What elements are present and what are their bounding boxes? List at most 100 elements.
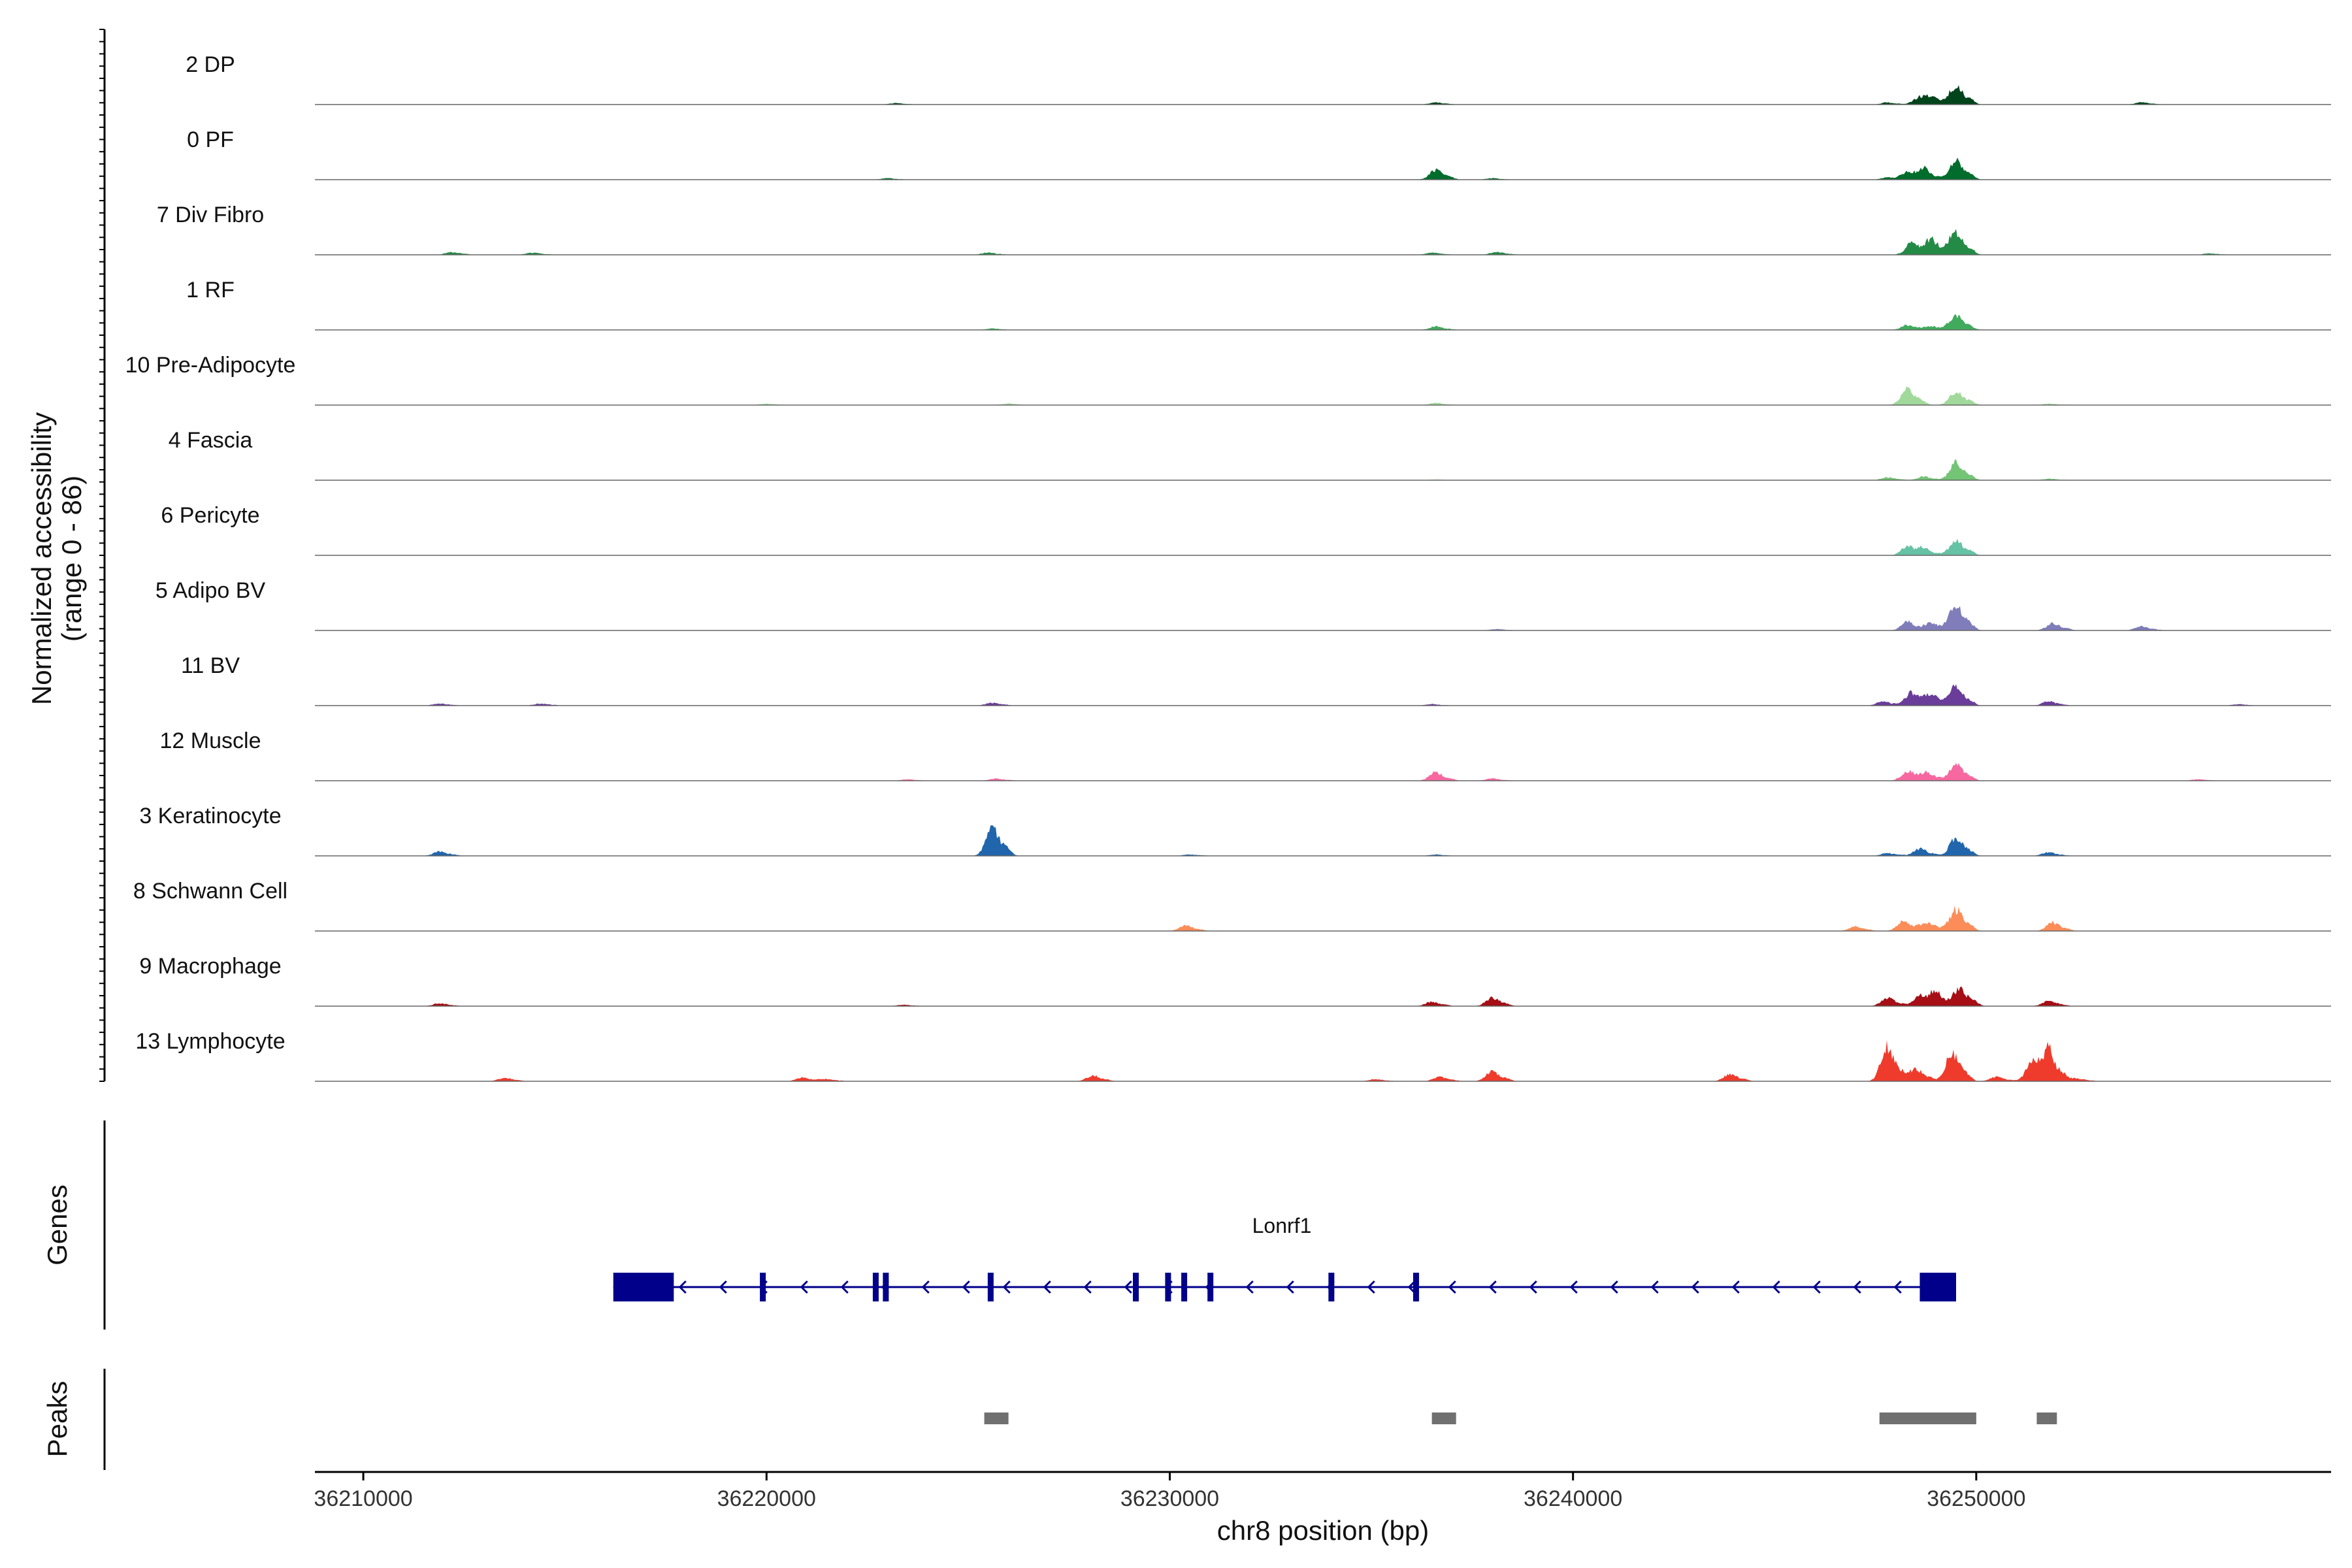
coverage-area [315,906,2331,931]
track-label: 10 Pre-Adipocyte [125,353,296,378]
strand-arrow [1610,1280,1618,1294]
coverage-area [315,762,2331,781]
genes-panel-title: Genes [42,1184,73,1266]
coverage-area [315,606,2331,630]
x-axis-ticks: 36210000 36220000 36230000 36240000 36250000 [314,1472,2026,1511]
y-axis-ticks [99,29,105,1082]
strand-arrow [1245,1280,1254,1294]
strand-arrow [1367,1280,1375,1294]
track-6-pericyte: 6 Pericyte [161,503,2331,556]
y-axis-subtitle: (range 0 - 86) [56,476,87,642]
gene-exon [1133,1273,1139,1301]
track-13-lymphocyte: 13 Lymphocyte [135,1029,2331,1082]
strand-arrow [678,1280,687,1294]
x-tick-label: 36240000 [1524,1486,1622,1511]
track-9-macrophage: 9 Macrophage [139,954,2331,1007]
strand-arrow [1043,1280,1051,1294]
strand-arrow [1529,1280,1537,1294]
track-label: 11 BV [181,653,240,678]
track-8-schwann-cell: 8 Schwann Cell [133,879,2331,932]
peak-region [984,1413,1009,1424]
strand-arrow [1893,1280,1902,1294]
strand-arrow [800,1280,808,1294]
gene-label: Lonrf1 [1252,1214,1312,1237]
track-label: 6 Pericyte [161,503,259,528]
strand-arrow [1569,1280,1578,1294]
track-label: 2 DP [186,52,235,77]
track-0-pf: 0 PF [187,127,2331,180]
track-10-pre-adipocyte: 10 Pre-Adipocyte [125,353,2331,406]
track-label: 5 Adipo BV [155,578,266,603]
coverage-area [315,459,2331,480]
x-tick-label: 36210000 [314,1486,412,1511]
track-11-bv: 11 BV [181,653,2331,706]
track-label: 9 Macrophage [139,954,281,979]
track-5-adipo-bv: 5 Adipo BV [155,578,2331,631]
y-axis-title: Normalized accessibility [26,412,57,705]
strand-arrow [1812,1280,1821,1294]
coverage-area [315,85,2331,105]
coverage-area [315,684,2331,706]
coverage-area [315,157,2331,180]
strand-arrow [719,1280,727,1294]
strand-arrow [1772,1280,1780,1294]
gene-exon [1328,1273,1335,1301]
strand-arrow [1650,1280,1659,1294]
gene-exon [987,1273,994,1301]
strand-arrow [1002,1280,1011,1294]
coverage-area [315,538,2331,555]
strand-arrow [1448,1280,1456,1294]
strand-arrow [1853,1280,1861,1294]
gene-exon [1207,1273,1214,1301]
strand-arrow [1731,1280,1740,1294]
coverage-area [315,986,2331,1006]
strand-arrow [1691,1280,1699,1294]
track-4-fascia: 4 Fascia [169,428,2331,481]
track-2-dp: 2 DP [186,52,2331,105]
gene-track [613,1273,1957,1301]
strand-arrow [962,1280,970,1294]
gene-exon [1413,1273,1419,1301]
track-1-rf: 1 RF [186,278,2331,331]
gene-utr [613,1273,674,1301]
gene-utr [1919,1273,1957,1301]
x-tick-label: 36230000 [1120,1486,1219,1511]
track-7-div-fibro: 7 Div Fibro [157,203,2331,255]
strand-arrow [1407,1280,1416,1294]
gene-exon [883,1273,889,1301]
peaks-track [984,1413,2057,1424]
coverage-area [315,314,2331,330]
strand-arrow [1124,1280,1132,1294]
strand-arrow [1083,1280,1092,1294]
strand-arrow [1286,1280,1294,1294]
x-tick-label: 36220000 [717,1486,816,1511]
track-3-keratinocyte: 3 Keratinocyte [139,804,2331,857]
track-label: 8 Schwann Cell [133,879,287,904]
x-axis-title: chr8 position (bp) [1217,1515,1429,1546]
gene-exon [1165,1273,1171,1301]
peaks-panel-title: Peaks [42,1381,73,1458]
x-tick-label: 36250000 [1927,1486,2025,1511]
strand-arrow [840,1280,849,1294]
gene-exon [1181,1273,1188,1301]
track-12-muscle: 12 Muscle [160,728,2331,781]
peak-region [1879,1413,1976,1424]
track-label: 1 RF [186,278,235,302]
strand-arrow [1488,1280,1497,1294]
coverage-area [315,1040,2331,1081]
strand-arrow [921,1280,930,1294]
coverage-area [315,825,2331,856]
track-label: 13 Lymphocyte [135,1029,285,1054]
gene-exon [872,1273,879,1301]
coverage-area [315,229,2331,255]
track-label: 0 PF [187,127,234,152]
tracks-panel: 2 DP 0 PF 7 Div Fibro 1 RF 10 Pre-Adipocyte 4… [125,52,2331,1082]
track-label: 12 Muscle [160,728,261,753]
peak-region [1431,1413,1456,1424]
peak-region [2036,1413,2057,1424]
track-label: 7 Div Fibro [157,203,264,227]
gene-exon [760,1273,766,1301]
coverage-area [315,386,2331,405]
track-label: 4 Fascia [169,428,253,453]
